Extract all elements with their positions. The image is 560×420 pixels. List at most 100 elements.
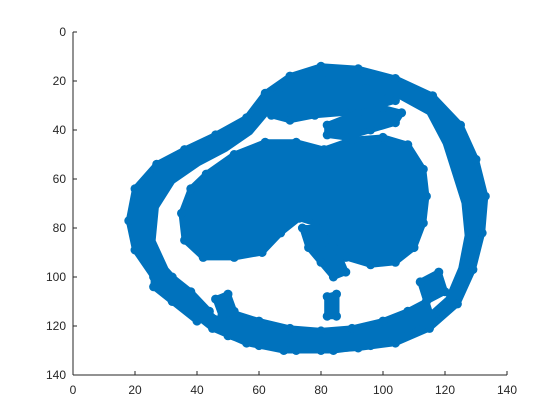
data-point — [332, 311, 341, 321]
y-axis-ticks: 0 20 40 60 80 100 120 140 — [46, 25, 77, 382]
data-point — [310, 110, 320, 120]
data-point — [152, 159, 162, 169]
data-point — [319, 145, 329, 155]
data-point — [167, 297, 177, 306]
data-point — [390, 257, 400, 267]
data-point — [322, 120, 332, 130]
x-tick-label: 80 — [314, 383, 328, 397]
x-axis-ticks: 0 20 40 60 80 100 120 140 — [70, 371, 517, 397]
data-point — [341, 132, 351, 142]
x-tick-label: 120 — [435, 383, 455, 397]
data-point — [254, 316, 264, 326]
data-point — [186, 184, 196, 194]
data-point — [421, 191, 431, 201]
data-point — [452, 299, 462, 309]
data-point — [291, 346, 301, 355]
data-point — [428, 91, 438, 101]
data-point — [186, 287, 196, 297]
data-point — [332, 289, 341, 299]
data-point — [229, 306, 239, 316]
data-point — [428, 316, 438, 326]
data-point — [418, 218, 428, 228]
region-lower-band — [225, 298, 436, 354]
x-tick-label: 20 — [128, 383, 142, 397]
x-tick-label: 0 — [70, 383, 77, 397]
y-tick-label: 20 — [53, 74, 67, 88]
data-point — [167, 272, 177, 282]
data-point — [180, 145, 190, 155]
region-femur-mass — [178, 134, 430, 268]
data-point — [477, 228, 487, 238]
data-point — [257, 248, 267, 257]
y-tick-label: 80 — [53, 221, 67, 235]
data-point — [468, 265, 478, 275]
data-point — [480, 191, 490, 201]
data-point — [149, 282, 159, 292]
data-point — [285, 115, 295, 125]
data-point — [260, 88, 270, 98]
data-point — [353, 64, 363, 74]
x-tick-label: 100 — [373, 383, 393, 397]
data-point — [285, 76, 295, 86]
data-point — [366, 125, 376, 135]
data-point — [341, 267, 351, 277]
data-point — [378, 86, 388, 96]
data-point — [409, 243, 419, 253]
data-point — [276, 228, 286, 238]
data-point — [328, 346, 338, 355]
data-point — [180, 235, 190, 245]
data-point — [390, 118, 400, 128]
data-point — [285, 323, 295, 333]
data-point — [223, 331, 233, 341]
data-point — [415, 277, 425, 287]
data-point — [316, 74, 326, 83]
x-tick-label: 60 — [252, 383, 266, 397]
data-point — [266, 110, 276, 120]
data-point — [434, 267, 444, 277]
y-tick-label: 40 — [53, 123, 67, 137]
data-point — [130, 245, 140, 255]
data-point — [378, 316, 388, 326]
data-point — [223, 289, 233, 299]
data-point — [297, 223, 307, 233]
data-marks — [124, 61, 490, 355]
data-point — [328, 272, 338, 282]
data-point — [378, 103, 388, 113]
data-point — [440, 287, 450, 297]
y-tick-label: 120 — [46, 319, 66, 333]
y-tick-label: 140 — [46, 368, 66, 382]
data-point — [322, 130, 332, 140]
data-point — [192, 316, 202, 326]
y-tick-label: 60 — [53, 172, 67, 186]
data-point — [254, 341, 264, 351]
data-point — [353, 81, 363, 91]
data-point — [403, 140, 413, 150]
data-point — [316, 61, 326, 71]
data-point — [347, 323, 357, 333]
data-point — [130, 184, 140, 194]
data-point — [211, 294, 221, 304]
data-point — [217, 311, 227, 321]
data-point — [335, 252, 345, 262]
data-point — [456, 120, 465, 130]
data-point — [322, 311, 332, 321]
data-point — [390, 96, 400, 106]
x-tick-label: 40 — [190, 383, 204, 397]
data-point — [471, 154, 481, 164]
data-point — [316, 257, 326, 267]
data-point — [124, 216, 134, 226]
data-point — [418, 164, 428, 174]
data-point — [177, 208, 186, 218]
data-point — [378, 132, 388, 142]
data-point — [310, 223, 320, 233]
data-point — [208, 323, 217, 333]
data-point — [291, 137, 301, 147]
data-point — [366, 341, 376, 351]
data-point — [260, 137, 270, 147]
data-point — [322, 292, 332, 302]
data-point — [403, 331, 413, 341]
axes: 0 20 40 60 80 100 120 140 0 20 40 60 80 100 120 140 — [46, 25, 517, 397]
data-point — [229, 150, 239, 159]
plot-area — [124, 61, 490, 355]
